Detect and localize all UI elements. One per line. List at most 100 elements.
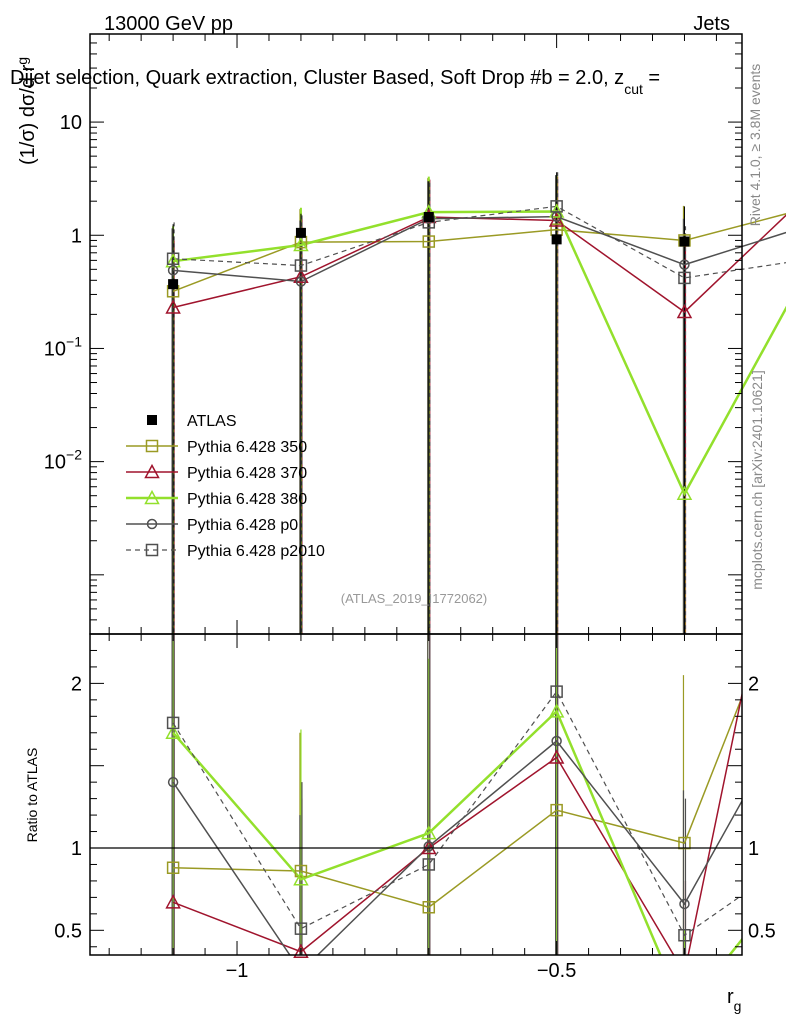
legend-entry: Pythia 6.428 350: [126, 439, 307, 456]
ratio-series-marker: [165, 724, 181, 740]
ratio-series-marker: [167, 776, 179, 788]
ratio-y-tick-label-right: 2: [748, 673, 759, 695]
main-series-line: [172, 213, 786, 292]
ratio-series-marker: [550, 803, 563, 817]
ratio-y-tick-label-left: 1: [71, 838, 82, 860]
main-y-tick-label: 10−2: [44, 447, 82, 474]
legend-data-marker: [147, 415, 157, 425]
svg-text:rg: rg: [727, 986, 741, 1014]
main-series-marker: [679, 259, 690, 270]
svg-text:Dijet selection, Quark extract: Dijet selection, Quark extraction, Clust…: [10, 67, 660, 97]
series-markers: [165, 200, 693, 958]
main-series-marker: [165, 253, 181, 268]
main-y-tick-label: 10−1: [44, 333, 82, 360]
ratio-series-marker: [293, 871, 309, 886]
main-ylabel-sub: g: [14, 57, 30, 65]
legend-label: Pythia 6.428 p2010: [187, 543, 325, 560]
main-series-marker: [676, 303, 693, 319]
ratio-y-tick-label-right: 0.5: [748, 920, 776, 942]
error-bands: [171, 172, 687, 955]
legend-marker: [145, 439, 159, 453]
x-tick-label: −0.5: [537, 960, 576, 982]
data-point: [551, 234, 562, 245]
main-series-marker: [294, 259, 308, 272]
x-axis-label-sub: g: [734, 998, 742, 1014]
ratio-series-marker: [548, 703, 565, 718]
ratio-series-marker: [421, 825, 437, 840]
main-series-marker: [548, 203, 565, 218]
ratio-series-marker: [423, 841, 435, 852]
main-series-line: [173, 205, 786, 279]
data-point: [295, 227, 306, 238]
ratio-series-line: [173, 695, 742, 909]
ratio-series-line: [172, 739, 742, 955]
ratio-series-marker: [165, 894, 181, 909]
legend-data-label: ATLAS: [187, 413, 237, 430]
legend-entry: Pythia 6.428 p2010: [126, 543, 325, 560]
svg-text:(1/σ) dσ/d rg: (1/σ) dσ/d rg: [14, 57, 39, 165]
legend-label: Pythia 6.428 370: [187, 465, 307, 482]
ratio-panel-frame: [89, 633, 743, 956]
ratio-y-tick-label-right: 1: [748, 838, 759, 860]
main-series-line: [172, 210, 786, 497]
main-series-marker: [167, 265, 179, 276]
ratio-series-marker: [679, 898, 690, 910]
legend-label: Pythia 6.428 380: [187, 491, 307, 508]
mcplots-label: mcplots.cern.ch [arXiv:2401.10621]: [749, 370, 765, 589]
ratio-series-marker: [294, 864, 308, 878]
title-subscript: cut: [624, 81, 643, 97]
legend-entry: Pythia 6.428 p0: [126, 517, 298, 534]
main-series-marker: [295, 276, 307, 287]
ratio-y-tick-label-left: 2: [71, 673, 82, 695]
main-series-marker: [293, 268, 309, 283]
main-series-marker: [293, 236, 309, 252]
ratio-series-marker: [294, 922, 308, 935]
ratio-series-marker: [422, 858, 436, 871]
data-point: [679, 236, 690, 247]
ratio-series-marker: [551, 735, 562, 747]
ratio-series-marker: [166, 716, 180, 730]
ratio-series-marker: [678, 928, 691, 942]
legend-label: Pythia 6.428 p0: [187, 517, 298, 534]
main-series-marker: [422, 235, 436, 248]
legend-entry: Pythia 6.428 380: [126, 489, 307, 508]
analysis-watermark: (ATLAS_2019_I1772062): [341, 591, 487, 606]
plot-title: Dijet selection, Quark extraction, Clust…: [10, 67, 660, 97]
x-tick-label: −1: [226, 960, 249, 982]
legend-entry-data: ATLAS: [147, 413, 237, 430]
legend-marker: [146, 518, 158, 530]
legend-entry: Pythia 6.428 370: [126, 463, 307, 482]
legend-marker: [144, 489, 160, 505]
ratio-series-line: [172, 690, 742, 937]
main-series-marker: [166, 252, 180, 266]
energy-label: 13000 GeV pp: [104, 13, 233, 35]
ratio-ylabel: Ratio to ATLAS: [24, 748, 40, 843]
ratio-y-tick-label-left: 0.5: [54, 920, 82, 942]
title-tail: =: [643, 67, 660, 89]
ratio-series-marker: [422, 901, 436, 914]
main-series-line: [172, 214, 786, 313]
x-axis-label: rg: [727, 986, 741, 1014]
main-series-line: [173, 215, 786, 283]
legend-marker: [145, 543, 159, 557]
ratio-series-marker: [293, 943, 309, 958]
ratio-series-line: [172, 709, 742, 955]
category-label: Jets: [693, 13, 730, 35]
main-series-marker: [676, 485, 693, 501]
x-axis-label-text: r: [727, 986, 734, 1008]
main-series-marker: [678, 271, 691, 285]
main-series-marker: [165, 299, 181, 314]
data-point: [168, 279, 179, 290]
axis-ticks: 10 1 10−1 10−2 2 2 1 1 0.5 0.5 −1 −0.5: [44, 33, 776, 982]
title-text: Dijet selection, Quark extraction, Clust…: [10, 67, 624, 89]
ratio-series-line: [172, 690, 742, 955]
ratio-series-marker: [166, 861, 180, 875]
frames: [89, 33, 743, 956]
main-y-tick-label: 10: [60, 112, 82, 134]
main-ylabel-text: (1/σ) dσ/d r: [17, 64, 39, 165]
rivet-label: Rivet 4.1.0, ≥ 3.8M events: [747, 64, 763, 227]
ratio-series-marker: [548, 749, 565, 764]
legend-label: Pythia 6.428 350: [187, 439, 307, 456]
data-point: [423, 211, 434, 222]
